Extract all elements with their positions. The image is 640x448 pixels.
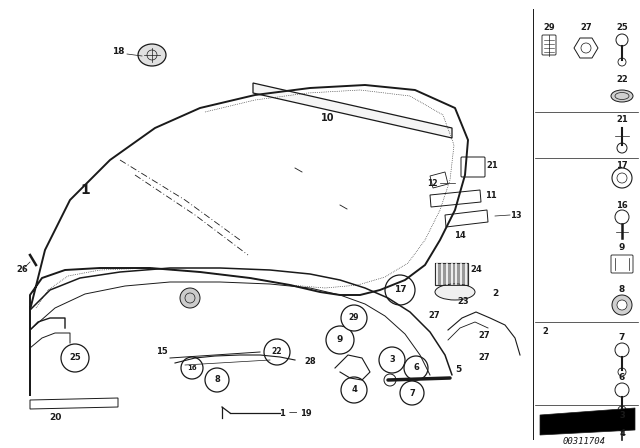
- Text: 00311704: 00311704: [563, 438, 605, 447]
- Circle shape: [617, 143, 627, 153]
- Circle shape: [341, 377, 367, 403]
- Text: 9: 9: [337, 336, 343, 345]
- Text: 1: 1: [80, 183, 90, 197]
- Text: 27: 27: [428, 310, 440, 319]
- Ellipse shape: [138, 44, 166, 66]
- Circle shape: [180, 288, 200, 308]
- Text: 21: 21: [616, 116, 628, 125]
- Circle shape: [264, 339, 290, 365]
- Text: 8: 8: [619, 285, 625, 294]
- Text: 24: 24: [470, 266, 482, 275]
- FancyBboxPatch shape: [611, 255, 633, 273]
- Circle shape: [618, 406, 626, 414]
- Ellipse shape: [611, 90, 633, 102]
- Text: 2: 2: [542, 327, 548, 336]
- Text: 7: 7: [409, 388, 415, 397]
- Circle shape: [615, 383, 629, 397]
- Circle shape: [616, 419, 628, 431]
- Circle shape: [181, 357, 203, 379]
- FancyBboxPatch shape: [461, 157, 485, 177]
- Circle shape: [612, 295, 632, 315]
- Circle shape: [617, 300, 627, 310]
- Text: 20: 20: [49, 414, 61, 422]
- Text: 7: 7: [619, 333, 625, 343]
- Polygon shape: [430, 172, 448, 188]
- Polygon shape: [30, 398, 118, 409]
- Polygon shape: [574, 38, 598, 58]
- Text: 23: 23: [457, 297, 469, 306]
- Circle shape: [384, 374, 396, 386]
- Text: 3: 3: [389, 356, 395, 365]
- Circle shape: [615, 210, 629, 224]
- Polygon shape: [430, 190, 481, 207]
- Text: 22: 22: [616, 76, 628, 85]
- Text: 19: 19: [300, 409, 312, 418]
- Text: 16: 16: [616, 201, 628, 210]
- Circle shape: [617, 173, 627, 183]
- Circle shape: [618, 58, 626, 66]
- Text: 8: 8: [214, 375, 220, 384]
- Text: 25: 25: [616, 23, 628, 33]
- Circle shape: [612, 168, 632, 188]
- Polygon shape: [253, 83, 452, 138]
- Text: 27: 27: [580, 23, 592, 33]
- Text: 21: 21: [486, 160, 498, 169]
- Text: 6: 6: [619, 374, 625, 383]
- Polygon shape: [435, 263, 468, 285]
- Circle shape: [205, 368, 229, 392]
- Circle shape: [618, 368, 626, 376]
- Circle shape: [379, 347, 405, 373]
- Text: 29: 29: [543, 23, 555, 33]
- Text: 26: 26: [16, 266, 28, 275]
- Text: 16: 16: [187, 365, 197, 371]
- Text: 13: 13: [510, 211, 522, 220]
- Circle shape: [341, 305, 367, 331]
- Text: 5: 5: [455, 366, 461, 375]
- FancyBboxPatch shape: [542, 35, 556, 55]
- Text: 4: 4: [351, 385, 357, 395]
- Circle shape: [61, 344, 89, 372]
- Text: 29: 29: [349, 314, 359, 323]
- Circle shape: [616, 34, 628, 46]
- Text: 1: 1: [279, 409, 285, 418]
- Text: 25: 25: [69, 353, 81, 362]
- Text: 10: 10: [321, 113, 335, 123]
- Text: 28: 28: [304, 358, 316, 366]
- Polygon shape: [445, 210, 488, 227]
- Text: 27: 27: [478, 353, 490, 362]
- Text: 18: 18: [113, 47, 125, 56]
- Text: 2: 2: [492, 289, 499, 297]
- Text: 12: 12: [428, 178, 438, 188]
- Text: 3: 3: [619, 410, 625, 419]
- Text: 17: 17: [394, 285, 406, 294]
- Text: 6: 6: [413, 363, 419, 372]
- Text: —: —: [289, 409, 297, 418]
- Text: 15: 15: [156, 348, 168, 357]
- Text: 9: 9: [619, 244, 625, 253]
- Circle shape: [400, 381, 424, 405]
- Text: 14: 14: [454, 231, 466, 240]
- Text: 11: 11: [485, 190, 497, 199]
- Circle shape: [385, 275, 415, 305]
- Polygon shape: [540, 408, 635, 435]
- Circle shape: [404, 356, 428, 380]
- Text: 17: 17: [616, 160, 628, 169]
- Text: 22: 22: [272, 348, 282, 357]
- Text: 4: 4: [619, 428, 625, 438]
- Text: 27: 27: [478, 331, 490, 340]
- Circle shape: [615, 343, 629, 357]
- Ellipse shape: [435, 284, 475, 300]
- Circle shape: [326, 326, 354, 354]
